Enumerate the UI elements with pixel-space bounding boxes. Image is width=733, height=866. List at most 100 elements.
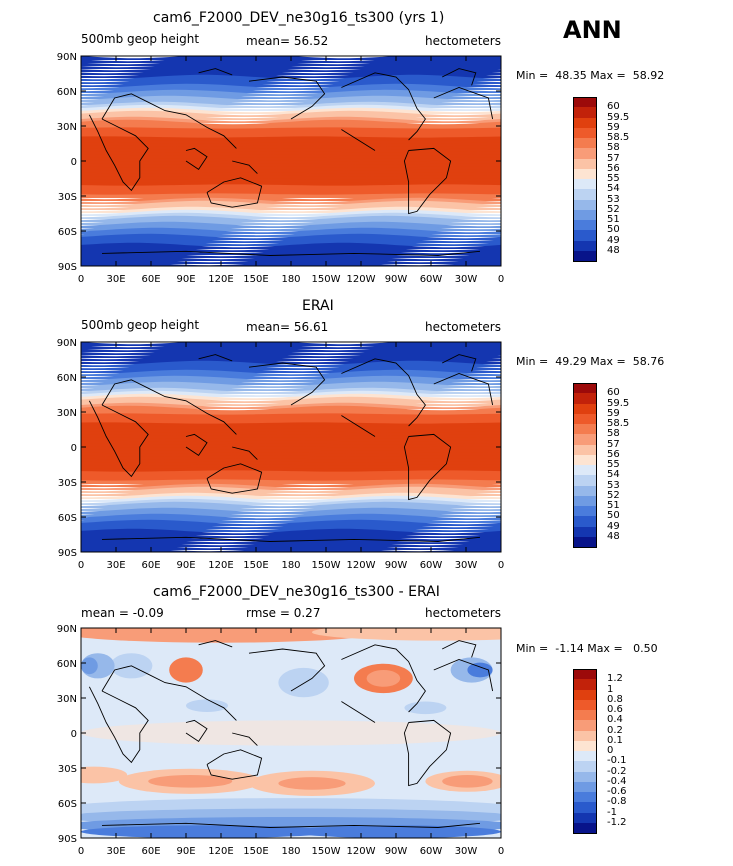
max-value: 58.92	[632, 69, 665, 82]
colorbar-label: 58	[607, 142, 620, 154]
colorbar-label: 57	[607, 438, 620, 450]
min-value: 48.35	[555, 69, 587, 82]
lon-label: 150E	[243, 846, 268, 857]
contour-band	[81, 431, 501, 436]
contour-band	[81, 458, 501, 463]
colorbar-label: 55	[607, 173, 620, 184]
panel-title: ERAI	[302, 298, 334, 314]
coastline	[441, 354, 477, 372]
colorbar: 60 59.5 59 58.5 58 57 56 55 54 53 52 51 50 49 48	[573, 97, 629, 262]
lon-label: 0	[78, 560, 84, 571]
lon-label: 60W	[420, 274, 443, 285]
colorbar-label: 57	[607, 152, 620, 164]
colorbar-label: 59	[607, 121, 620, 133]
contour-band	[81, 245, 501, 252]
colorbar-label: 53	[607, 479, 620, 491]
contour-band	[81, 534, 501, 541]
lon-label: 0	[78, 274, 84, 285]
coastline	[101, 379, 237, 435]
max-label: Max =	[590, 355, 626, 368]
colorbar-swatch	[573, 812, 597, 824]
lon-label: 90W	[385, 274, 408, 285]
contour-band	[81, 151, 501, 156]
contour-blob	[404, 701, 447, 715]
contour-band	[81, 428, 501, 433]
panel-title: cam6_F2000_DEV_ne30g16_ts300 (yrs 1)	[153, 10, 445, 26]
contour-blob	[442, 775, 493, 788]
coastline	[101, 536, 481, 542]
colorbar-swatch	[573, 383, 597, 394]
colorbar-swatch	[573, 526, 597, 538]
coastline	[88, 400, 149, 478]
contour-band	[81, 175, 501, 180]
contour-blob	[81, 825, 333, 838]
contour-band	[81, 540, 501, 547]
colorbar-label: 53	[607, 193, 620, 205]
contour-band	[81, 410, 501, 415]
contour-band	[81, 405, 501, 412]
lon-label: 30W	[455, 560, 478, 571]
coastline	[433, 87, 494, 120]
max-value: 0.50	[633, 642, 658, 655]
contour-band	[81, 440, 501, 445]
contour-band	[81, 248, 501, 255]
colorbar-swatch	[573, 393, 597, 404]
lat-label: 60S	[58, 799, 77, 810]
contour-band	[81, 166, 501, 171]
colorbar-label: 1.2	[607, 673, 623, 685]
contour-band	[81, 239, 501, 246]
colorbar-label: 59.5	[607, 111, 630, 123]
colorbar-swatch	[573, 127, 597, 139]
lat-label: 60N	[57, 87, 77, 98]
colorbar-label: 49	[607, 234, 620, 246]
lon-label: 180	[281, 274, 300, 285]
mean-label: mean= 56.52	[246, 34, 329, 48]
contour-band	[81, 110, 501, 117]
mean-label: mean= 56.61	[246, 320, 329, 334]
coastline	[403, 719, 452, 787]
coastline	[101, 822, 481, 828]
contour-band	[81, 413, 501, 418]
contour-band	[81, 461, 501, 466]
colorbar-swatch	[573, 730, 597, 742]
lon-label: 120E	[208, 274, 233, 285]
colorbar-swatch	[573, 240, 597, 252]
colorbar-swatch	[573, 230, 597, 241]
contour-band	[81, 455, 501, 460]
contour-band	[81, 163, 501, 168]
coastline	[88, 686, 149, 764]
colorbar-label: 60	[607, 387, 620, 399]
colorbar-swatch	[573, 250, 597, 262]
contour-band	[81, 157, 501, 162]
lat-label: 30S	[58, 192, 77, 203]
colorbar-swatch	[573, 669, 597, 680]
contour-blob	[278, 777, 346, 790]
map-field	[81, 56, 501, 266]
lat-label: 30S	[58, 478, 77, 489]
colorbar-label: -1	[607, 806, 617, 818]
units-label: hectometers	[425, 320, 501, 334]
colorbar-label: -0.4	[607, 775, 627, 787]
colorbar-swatch	[573, 792, 597, 803]
lat-label: 60S	[58, 227, 77, 238]
colorbar-swatch	[573, 138, 597, 149]
coastline	[441, 68, 477, 86]
colorbar-label: 49	[607, 520, 620, 532]
contour-band	[81, 236, 501, 243]
lon-label: 60E	[141, 846, 160, 857]
contour-band	[81, 425, 501, 430]
min-label: Min =	[516, 69, 549, 82]
coastline	[341, 701, 376, 723]
contour-band	[81, 116, 501, 123]
colorbar-swatch	[573, 209, 597, 221]
coastline	[198, 354, 233, 362]
minmax-readout: Min = -1.14 Max = 0.50	[516, 642, 658, 655]
colorbar-label: -0.8	[607, 796, 627, 808]
colorbar-label: 0.8	[607, 693, 623, 705]
contour-band	[81, 124, 501, 129]
colorbar-label: 51	[607, 500, 620, 511]
variable-label: 500mb geop height	[81, 318, 200, 332]
colorbar-swatch	[573, 434, 597, 445]
colorbar-swatch	[573, 506, 597, 517]
